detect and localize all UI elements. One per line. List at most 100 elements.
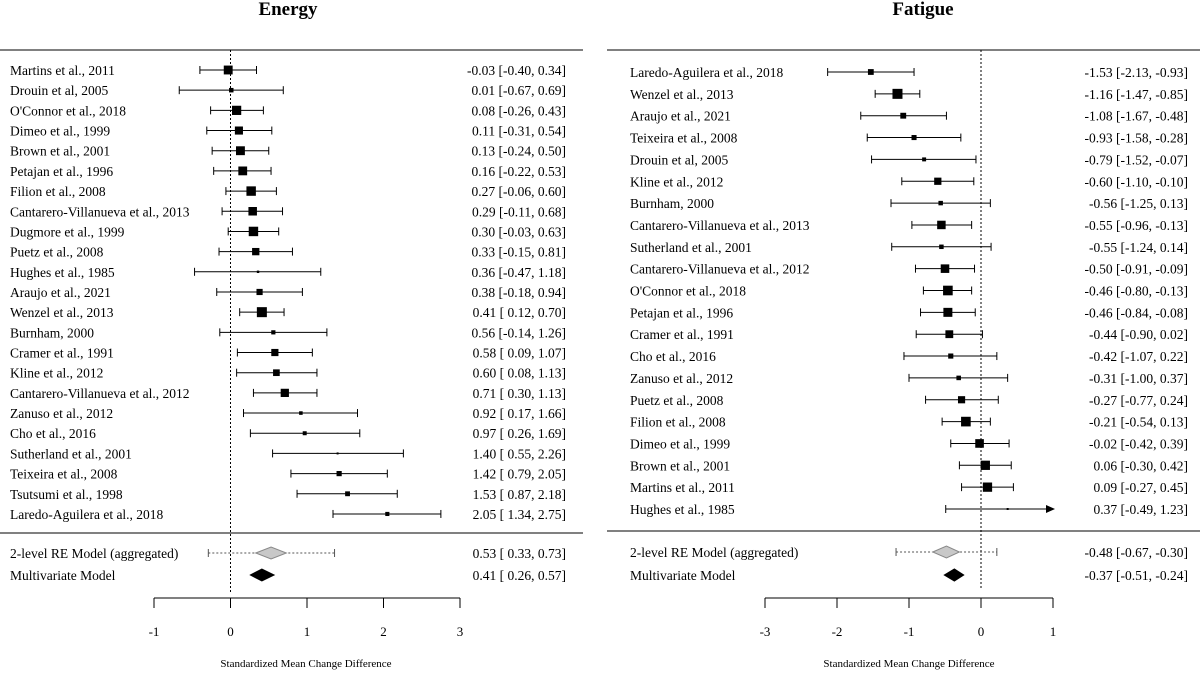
energy-study-estimate: 0.01 [-0.67, 0.69] [472, 83, 567, 98]
fatigue-summary-diamond [931, 545, 961, 559]
energy-point-estimate [238, 166, 248, 176]
fatigue-study-estimate: -0.55 [-1.24, 0.14] [1089, 240, 1188, 255]
energy-study-label: Laredo-Aguilera et al., 2018 [10, 507, 164, 522]
fatigue-study-estimate: 0.37 [-0.49, 1.23] [1094, 502, 1189, 517]
energy-x-axis-label: Standardized Mean Change Difference [220, 658, 391, 670]
fatigue-study-label: Cantarero-Villanueva et al., 2013 [630, 218, 810, 233]
fatigue-study-estimate: -0.44 [-0.90, 0.02] [1089, 327, 1188, 342]
energy-title: Energy [258, 0, 318, 20]
energy-point-estimate [336, 471, 342, 477]
energy-point-estimate [345, 491, 350, 497]
fatigue-study-label: Araujo et al., 2021 [630, 109, 731, 124]
energy-study-estimate: 0.56 [-0.14, 1.26] [472, 325, 567, 340]
fatigue-study-estimate: -0.50 [-0.91, -0.09] [1085, 262, 1188, 277]
energy-study-label: Cho et al., 2016 [10, 426, 96, 441]
fatigue-point-estimate [948, 353, 954, 359]
fatigue-study-estimate: -1.16 [-1.47, -0.85] [1085, 87, 1188, 102]
fatigue-point-estimate [934, 177, 942, 185]
energy-point-estimate [256, 270, 260, 274]
energy-study-label: Martins et al., 2011 [10, 63, 115, 78]
energy-study-label: Brown et al., 2001 [10, 144, 110, 159]
energy-point-estimate [248, 207, 257, 216]
energy-study-estimate: 0.29 [-0.11, 0.68] [472, 204, 566, 219]
fatigue-study-label: Brown et al., 2001 [630, 458, 730, 473]
energy-marks: Martins et al., 2011 -0.03 [-0.40, 0.34] D… [10, 50, 566, 639]
fatigue-point-estimate [892, 88, 903, 99]
fatigue-study-label: Martins et al., 2011 [630, 480, 735, 495]
fatigue-study-estimate: -0.27 [-0.77, 0.24] [1089, 393, 1188, 408]
fatigue-study-estimate: -0.02 [-0.42, 0.39] [1089, 436, 1188, 451]
energy-point-estimate [236, 146, 245, 156]
fatigue-study-estimate: -0.93 [-1.58, -0.28] [1085, 131, 1188, 146]
fatigue-study-label: Puetz et al., 2008 [630, 393, 724, 408]
fatigue-point-estimate [980, 460, 990, 470]
energy-study-label: Hughes et al., 1985 [10, 265, 115, 280]
energy-study-estimate: -0.03 [-0.40, 0.34] [467, 63, 566, 78]
fatigue-point-estimate [937, 220, 946, 230]
energy-point-estimate [234, 126, 243, 135]
energy-study-label: Tsutsumi et al., 1998 [10, 487, 123, 502]
energy-study-estimate: 0.36 [-0.47, 1.18] [472, 265, 567, 280]
fatigue-point-estimate [943, 285, 953, 296]
fatigue-summary-label: Multivariate Model [630, 568, 736, 583]
energy-panel: Energy Martins et al., 2011 -0.03 [-0.40,… [0, 0, 583, 670]
energy-study-label: Petajan et al., 1996 [10, 164, 113, 179]
fatigue-study-label: Zanuso et al., 2012 [630, 371, 733, 386]
energy-point-estimate [336, 452, 339, 455]
fatigue-study-label: Kline et al., 2012 [630, 174, 723, 189]
energy-study-label: Filion et al., 2008 [10, 184, 106, 199]
fatigue-summary-diamond [943, 568, 965, 582]
fatigue-study-label: Sutherland et al., 2001 [630, 240, 752, 255]
energy-x-tick-label: 1 [304, 624, 311, 639]
fatigue-summary-label: 2-level RE Model (aggregated) [630, 545, 798, 560]
fatigue-study-estimate: -0.56 [-1.25, 0.13] [1089, 196, 1188, 211]
fatigue-study-estimate: -0.79 [-1.52, -0.07] [1085, 152, 1188, 167]
fatigue-study-label: Cantarero-Villanueva et al., 2012 [630, 262, 810, 277]
fatigue-point-estimate [940, 264, 950, 273]
fatigue-study-label: Wenzel et al., 2013 [630, 87, 734, 102]
energy-x-tick-label: 3 [457, 624, 464, 639]
energy-point-estimate [246, 186, 256, 196]
energy-study-label: Cantarero-Villanueva et al., 2012 [10, 386, 190, 401]
energy-study-estimate: 0.41 [ 0.12, 0.70] [473, 305, 566, 320]
fatigue-study-label: O'Connor et al., 2018 [630, 284, 746, 299]
energy-study-label: O'Connor et al., 2018 [10, 103, 126, 118]
energy-study-label: Zanuso et al., 2012 [10, 406, 113, 421]
energy-point-estimate [248, 226, 259, 237]
energy-study-label: Cantarero-Villanueva et al., 2013 [10, 204, 190, 219]
energy-study-label: Teixeira et al., 2008 [10, 467, 118, 482]
energy-point-estimate [229, 87, 234, 93]
fatigue-point-estimate [961, 416, 971, 427]
energy-study-estimate: 1.40 [ 0.55, 2.26] [473, 446, 566, 461]
energy-summary-estimate: 0.53 [ 0.33, 0.73] [473, 546, 566, 561]
fatigue-x-tick-label: -3 [760, 624, 771, 639]
energy-summary-label: Multivariate Model [10, 568, 116, 583]
energy-study-estimate: 0.58 [ 0.09, 1.07] [473, 346, 566, 361]
fatigue-summary-estimate: -0.37 [-0.51, -0.24] [1085, 568, 1188, 583]
energy-point-estimate [280, 388, 289, 397]
fatigue-study-label: Drouin et al, 2005 [630, 152, 728, 167]
energy-study-estimate: 0.13 [-0.24, 0.50] [472, 144, 567, 159]
fatigue-point-estimate [867, 69, 874, 75]
fatigue-study-estimate: -0.21 [-0.54, 0.13] [1089, 415, 1188, 430]
fatigue-marks: Laredo-Aguilera et al., 2018 -1.53 [-2.13… [630, 50, 1188, 639]
fatigue-study-label: Burnham, 2000 [630, 196, 714, 211]
fatigue-point-estimate [943, 307, 953, 317]
fatigue-x-tick-label: 1 [1050, 624, 1057, 639]
energy-study-estimate: 0.11 [-0.31, 0.54] [472, 124, 566, 139]
fatigue-study-label: Hughes et al., 1985 [630, 502, 735, 517]
energy-x-tick-label: 0 [227, 624, 234, 639]
energy-summary-estimate: 0.41 [ 0.26, 0.57] [473, 568, 566, 583]
energy-point-estimate [302, 431, 307, 436]
fatigue-study-label: Cho et al., 2016 [630, 349, 716, 364]
fatigue-study-label: Dimeo et al., 1999 [630, 436, 730, 451]
energy-study-estimate: 0.16 [-0.22, 0.53] [472, 164, 567, 179]
fatigue-study-label: Teixeira et al., 2008 [630, 131, 738, 146]
fatigue-x-tick-label: -2 [832, 624, 843, 639]
energy-study-label: Drouin et al, 2005 [10, 83, 108, 98]
fatigue-summary-estimate: -0.48 [-0.67, -0.30] [1085, 545, 1188, 560]
energy-x-tick-label: 2 [380, 624, 387, 639]
energy-study-label: Kline et al., 2012 [10, 366, 103, 381]
energy-study-estimate: 0.38 [-0.18, 0.94] [472, 285, 567, 300]
